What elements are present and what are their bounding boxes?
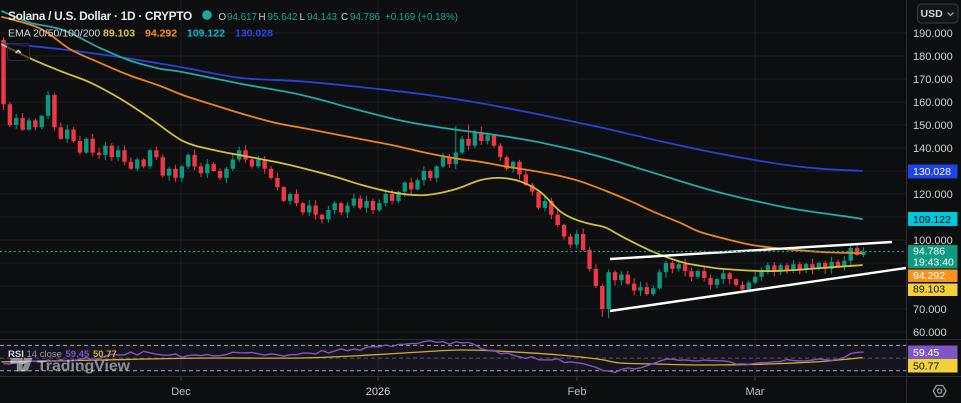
svg-text:109.122: 109.122 <box>913 214 951 226</box>
svg-text:130.028: 130.028 <box>913 166 951 178</box>
svg-text:94.292: 94.292 <box>913 270 945 282</box>
svg-text:160.000: 160.000 <box>913 97 953 109</box>
svg-text:190.000: 190.000 <box>913 28 953 40</box>
svg-text:O94.617 H95.642 L94.143 C94: O94.617 H 95.642 L 94.143 C 94.786 +0.169 (… <box>219 12 458 23</box>
svg-text:59.45: 59.45 <box>913 347 939 359</box>
svg-text:60.000: 60.000 <box>913 327 947 339</box>
svg-text:150.000: 150.000 <box>913 120 953 132</box>
svg-text:19:43:40: 19:43:40 <box>913 257 954 269</box>
svg-text:170.000: 170.000 <box>913 74 953 86</box>
svg-text:Solana / U.S. Dollar · 1D · CR: Solana / U.S. Dollar · 1D · CRYPTO <box>8 9 192 23</box>
svg-text:70.000: 70.000 <box>913 304 947 316</box>
svg-text:Dec: Dec <box>171 386 191 398</box>
svg-text:Feb: Feb <box>568 386 587 398</box>
svg-text:EMA 20/50/100/200 89.103 94.: EMA 20/50/100/200 89.103 94.292 109.122 … <box>8 28 273 40</box>
svg-text:89.103: 89.103 <box>913 284 945 296</box>
svg-text:TradingView: TradingView <box>37 358 130 375</box>
svg-text:Mar: Mar <box>746 386 765 398</box>
svg-text:94.786: 94.786 <box>913 246 945 258</box>
svg-text:2026: 2026 <box>366 386 390 398</box>
svg-text:180.000: 180.000 <box>913 51 953 63</box>
svg-text:120.000: 120.000 <box>913 189 953 201</box>
svg-text:50.77: 50.77 <box>913 361 939 373</box>
svg-text:140.000: 140.000 <box>913 143 953 155</box>
svg-text:100.000: 100.000 <box>913 235 953 247</box>
svg-text:USD: USD <box>921 8 944 20</box>
